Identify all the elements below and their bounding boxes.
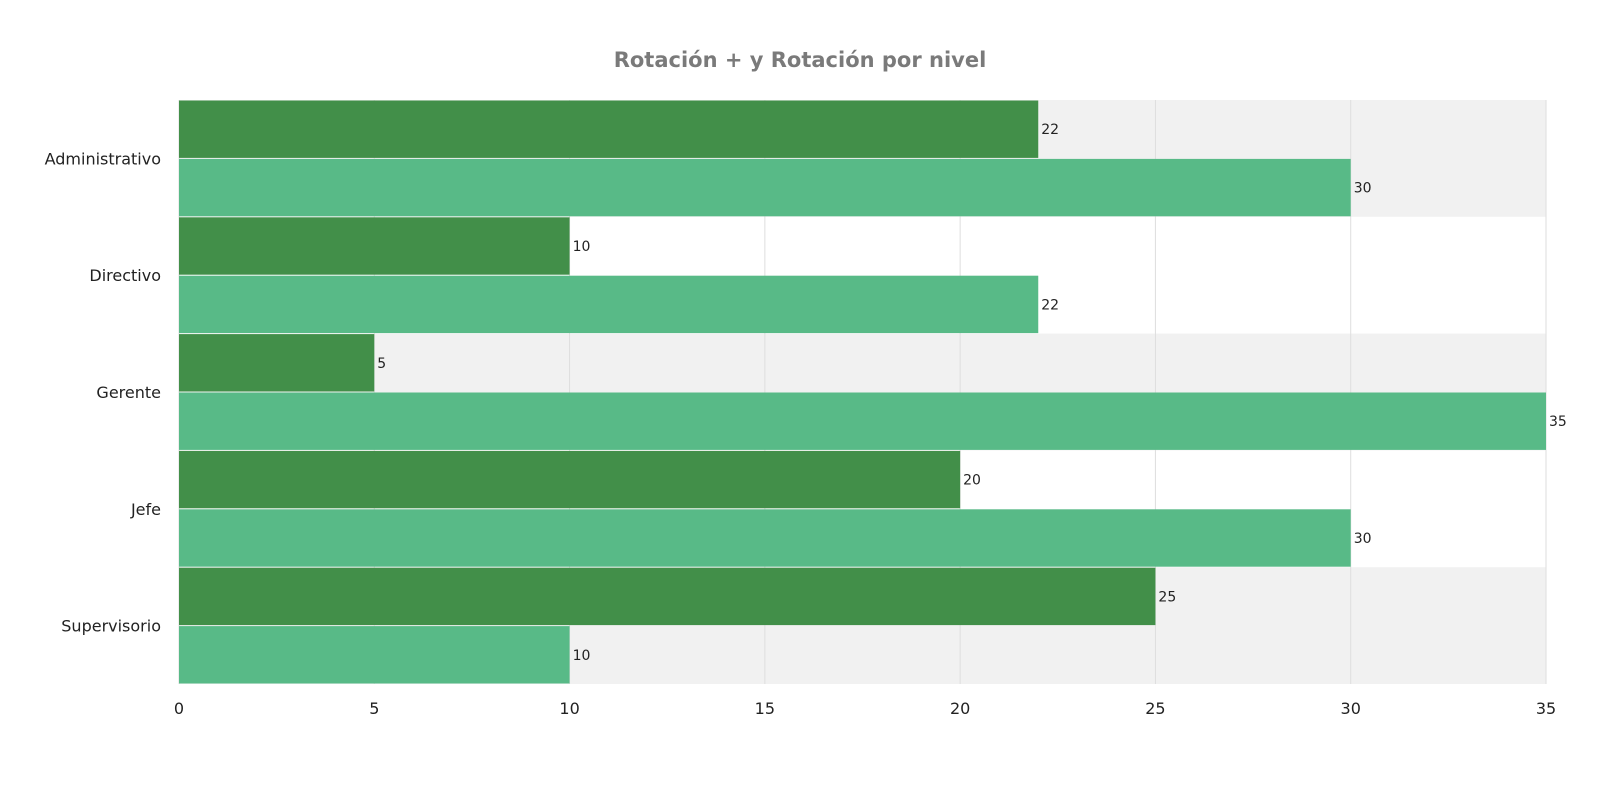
x-tick-label: 25	[1145, 699, 1165, 718]
bar	[179, 334, 375, 392]
x-axis-ticks: 0 5 10 15 20 25 30 35	[174, 699, 1556, 718]
bar	[179, 217, 570, 275]
bar	[179, 275, 1039, 334]
bar	[179, 392, 1546, 450]
bar	[179, 100, 1039, 158]
data-label: 35	[1549, 414, 1567, 430]
data-label: 10	[573, 648, 591, 664]
y-tick-label: Supervisorio	[61, 617, 161, 636]
x-tick-label: 5	[369, 699, 379, 718]
y-axis-categories: Administrativo Directivo Gerente Jefe Superv…	[45, 149, 161, 635]
data-label: 20	[963, 473, 981, 489]
data-label: 30	[1354, 531, 1372, 547]
bars	[179, 100, 1546, 684]
chart-title: Rotación + y Rotación por nivel	[613, 48, 987, 72]
bar	[179, 450, 961, 509]
y-tick-label: Jefe	[130, 500, 161, 519]
bar	[179, 567, 1156, 626]
x-tick-label: 35	[1536, 699, 1556, 718]
data-label: 22	[1041, 297, 1059, 313]
data-label: 30	[1354, 181, 1372, 197]
x-tick-label: 10	[559, 699, 579, 718]
x-tick-label: 15	[755, 699, 775, 718]
y-tick-label: Gerente	[96, 383, 161, 402]
x-tick-label: 20	[950, 699, 970, 718]
data-label: 5	[377, 356, 386, 372]
bar	[179, 626, 570, 684]
data-label: 22	[1041, 122, 1059, 138]
x-tick-label: 0	[174, 699, 184, 718]
data-labels: 22 30 10 22 5 35 20 30 25 10	[377, 122, 1567, 664]
bar	[179, 509, 1351, 567]
data-label: 25	[1158, 589, 1176, 605]
x-tick-label: 30	[1341, 699, 1361, 718]
y-tick-label: Administrativo	[45, 149, 161, 168]
bar	[179, 158, 1351, 217]
y-tick-label: Directivo	[89, 266, 161, 285]
data-label: 10	[573, 239, 591, 255]
